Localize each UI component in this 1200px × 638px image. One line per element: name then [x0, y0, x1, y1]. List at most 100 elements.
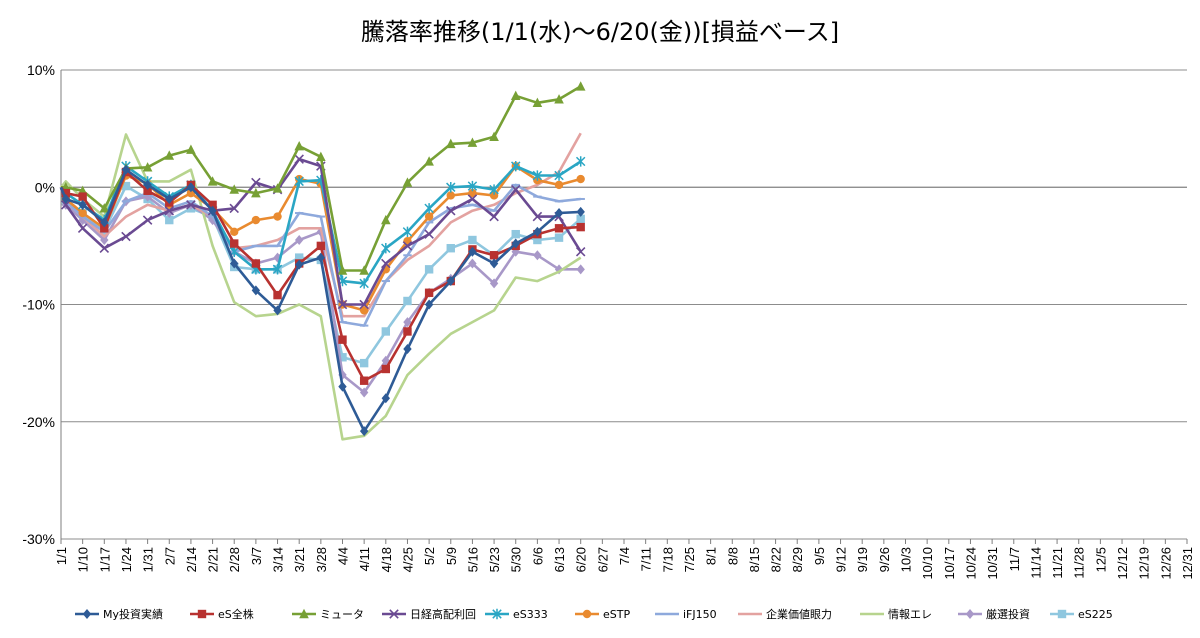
legend-item: eS225 [1050, 608, 1113, 621]
data-point [164, 205, 175, 216]
data-point [403, 344, 412, 355]
x-tick-label: 6/6 [530, 547, 545, 565]
data-point [82, 609, 92, 619]
data-point [511, 238, 520, 249]
data-point [381, 243, 391, 254]
y-tick-label: -30% [22, 531, 55, 547]
data-point [251, 187, 261, 198]
x-tick-label: 8/8 [725, 547, 740, 565]
legend-item: 企業価値眼力 [738, 607, 832, 621]
legend-item: 情報エレ [860, 608, 932, 621]
data-point [78, 199, 87, 210]
data-point [251, 177, 261, 188]
x-tick-label: 8/22 [769, 547, 784, 572]
data-point [403, 327, 412, 336]
x-tick-label: 12/5 [1093, 547, 1108, 572]
data-point [468, 258, 477, 269]
data-point [446, 276, 455, 287]
legend: My投資実績 eS全株 ミュータ 日経高配利回 eS333 eSTP iFJ150 企業価値眼… [75, 607, 1113, 621]
x-tick-label: 12/26 [1158, 547, 1173, 580]
data-point [424, 265, 434, 274]
data-point [511, 160, 521, 172]
data-point [100, 235, 109, 246]
data-point [143, 191, 152, 202]
data-point [251, 285, 261, 296]
data-point [142, 162, 153, 172]
data-point [389, 609, 399, 619]
data-point [575, 246, 586, 257]
data-point [142, 215, 153, 225]
x-tick-label: 8/15 [747, 547, 762, 572]
data-point [532, 170, 543, 181]
legend-label: iFJ150 [683, 608, 717, 621]
data-point [100, 217, 109, 228]
series-企業価値眼力 [59, 132, 582, 318]
data-point [424, 203, 434, 214]
data-point [316, 252, 326, 263]
x-tick-label: 5/2 [422, 547, 437, 565]
x-tick-label: 12/19 [1137, 547, 1152, 580]
x-tick-label: 9/5 [812, 547, 827, 565]
data-point [532, 97, 543, 108]
legend-item: 厳選投資 [958, 607, 1030, 621]
legend-label: My投資実績 [103, 607, 163, 621]
x-tick-label: 10/24 [963, 547, 978, 580]
data-point [446, 191, 455, 200]
x-tick-label: 12/12 [1115, 547, 1130, 580]
data-point [403, 317, 412, 328]
chart-title: 騰落率推移(1/1(水)～6/20(金))[損益ベース] [361, 18, 839, 46]
y-tick-label: -10% [22, 297, 55, 313]
x-tick-label: 2/14 [184, 547, 199, 572]
x-tick-label: 10/10 [920, 547, 935, 580]
x-tick-label: 12/31 [1180, 547, 1195, 580]
data-point [294, 141, 304, 151]
data-point [554, 208, 564, 219]
legend-item: iFJ150 [655, 608, 717, 621]
data-point [229, 184, 240, 194]
data-point [467, 137, 478, 147]
x-tick-label: 10/17 [942, 547, 957, 580]
data-point [230, 227, 239, 237]
data-point [446, 205, 456, 216]
data-point [424, 299, 434, 310]
data-point [294, 259, 304, 270]
series-情報エレ [59, 133, 582, 441]
data-point [576, 206, 585, 217]
data-point [489, 184, 499, 195]
data-point [965, 609, 975, 619]
x-tick-label: 1/24 [119, 547, 134, 572]
legend-label: 情報エレ [888, 608, 932, 621]
data-point [121, 164, 131, 175]
x-tick-label: 1/17 [97, 547, 112, 572]
data-point [230, 258, 239, 269]
data-point [445, 138, 456, 149]
legend-item: eS333 [485, 608, 548, 621]
data-point [272, 264, 283, 275]
data-point [78, 192, 87, 201]
data-point [273, 212, 282, 221]
data-point [338, 381, 347, 392]
data-point [576, 174, 585, 184]
data-point [273, 290, 282, 300]
data-point [197, 609, 207, 619]
data-point [402, 241, 413, 251]
legend-label: eS全株 [218, 607, 254, 621]
data-point [273, 305, 282, 316]
x-tick-label: 1/10 [76, 547, 91, 572]
data-point [381, 327, 391, 336]
x-tick-label: 2/21 [206, 547, 221, 572]
x-tick-label: 9/19 [855, 547, 870, 572]
x-tick-label: 10/31 [985, 547, 1000, 580]
x-tick-label: 6/20 [574, 547, 589, 572]
data-point [510, 184, 521, 195]
data-point [554, 224, 564, 233]
data-point [207, 176, 218, 186]
x-tick-label: 7/18 [660, 547, 675, 572]
data-point [208, 205, 217, 216]
legend-label: eS333 [513, 608, 548, 621]
data-point [230, 239, 239, 248]
data-point [77, 223, 88, 234]
data-point [165, 193, 174, 204]
data-point [359, 358, 369, 368]
